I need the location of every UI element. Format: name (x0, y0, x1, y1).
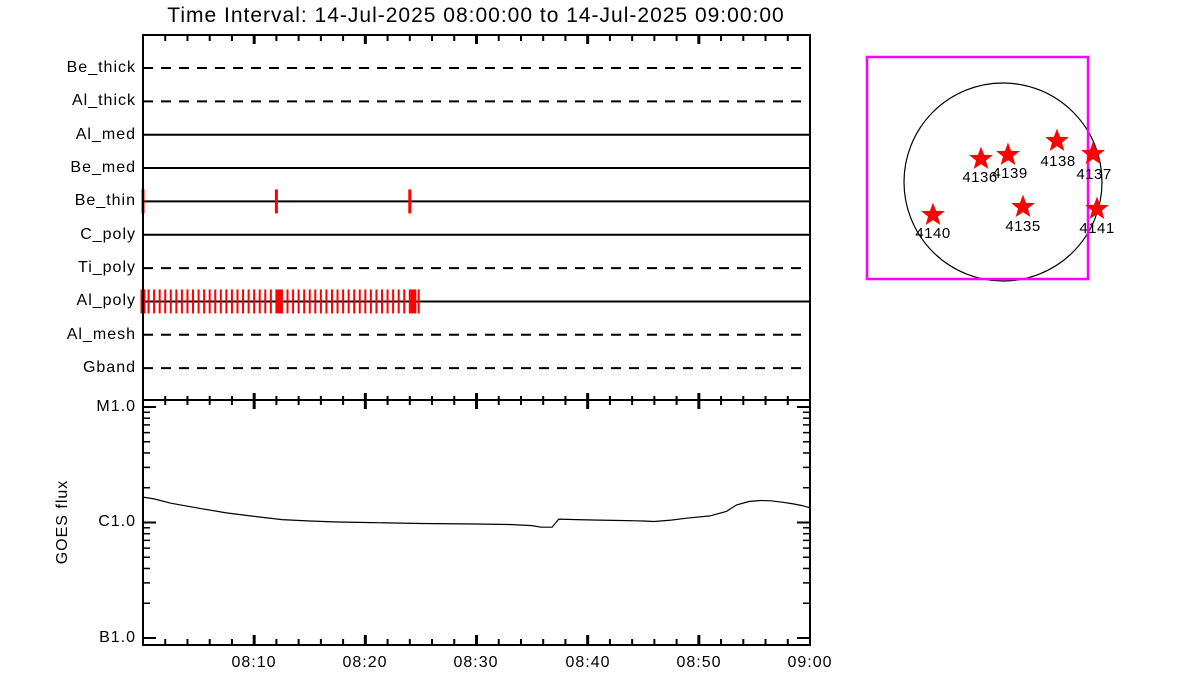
active-region-star-4140 (921, 202, 945, 226)
active-region-star-4135 (1011, 194, 1035, 218)
filter-label-c-poly: C_poly (80, 226, 136, 243)
region-label-4140: 4140 (915, 225, 951, 242)
xtick-0840: 08:40 (565, 654, 611, 671)
filter-label-be-thin: Be_thin (74, 192, 136, 209)
filter-label-al-thick: Al_thick (71, 92, 136, 109)
filter-label-be-thick: Be_thick (66, 59, 136, 76)
filter-label-al-med: Al_med (75, 126, 136, 143)
region-label-4137: 4137 (1076, 166, 1112, 183)
goes-ytick-m1: M1.0 (96, 398, 136, 415)
xtick-0900: 09:00 (787, 654, 833, 671)
goes-yaxis-title: GOES flux (54, 479, 71, 565)
xtick-0810: 08:10 (231, 654, 277, 671)
active-region-star-4136 (969, 146, 993, 170)
filter-label-al-poly: Al_poly (76, 292, 136, 309)
region-label-4136: 4136 (962, 169, 998, 186)
filter-timeline-panel (142, 34, 811, 401)
active-region-star-4138 (1045, 128, 1069, 152)
region-label-4139: 4139 (992, 165, 1028, 182)
filter-label-gband: Gband (82, 359, 136, 376)
goes-ytick-b1: B1.0 (99, 629, 136, 646)
xtick-0850: 08:50 (676, 654, 722, 671)
figure-title: Time Interval: 14-Jul-2025 08:00:00 to 1… (167, 4, 785, 27)
active-region-star-4139 (996, 142, 1020, 166)
region-label-4138: 4138 (1040, 153, 1076, 170)
filter-label-be-med: Be_med (70, 159, 136, 176)
active-region-star-4141 (1085, 196, 1109, 220)
active-region-star-4137 (1081, 141, 1105, 165)
region-label-4135: 4135 (1005, 218, 1041, 235)
filter-label-al-mesh: Al_mesh (66, 326, 136, 343)
xtick-0830: 08:30 (453, 654, 499, 671)
goes-flux-panel (142, 399, 811, 646)
xtick-0820: 08:20 (342, 654, 388, 671)
filter-label-ti-poly: Ti_poly (78, 259, 136, 276)
region-label-4141: 4141 (1079, 220, 1115, 237)
solar-disk-circle (903, 82, 1103, 282)
fov-box (865, 55, 1090, 281)
goes-ytick-c1: C1.0 (98, 513, 136, 530)
goes-flux-curve (142, 496, 811, 528)
